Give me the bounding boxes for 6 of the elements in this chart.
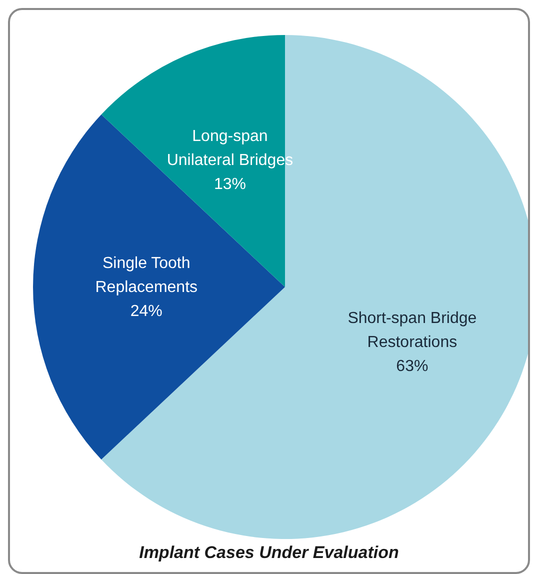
text: Implant Cases Under Evaluation bbox=[139, 543, 399, 562]
slice-label: Short-span Bridge Restorations bbox=[348, 310, 477, 351]
slice-label: Single Tooth Replacements bbox=[95, 254, 198, 296]
data-label: 24% bbox=[130, 302, 162, 320]
data-label: 13% bbox=[214, 175, 246, 192]
data-label: 63% bbox=[396, 358, 428, 375]
